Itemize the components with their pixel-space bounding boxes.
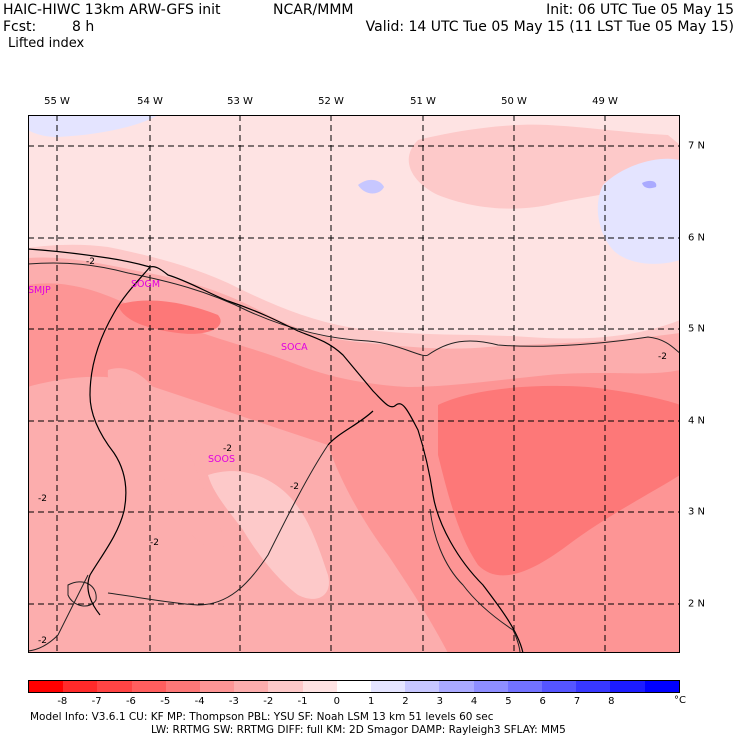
lon-label: 53 W [227, 96, 253, 107]
forecast-hour: 8 h [72, 19, 95, 35]
station-label: SOOS [208, 454, 235, 465]
field-zone-positive [358, 179, 384, 194]
lon-label: 49 W [592, 96, 618, 107]
contour-label: -2 [658, 352, 667, 362]
lon-label: 52 W [318, 96, 344, 107]
colorbar-swatch [473, 681, 508, 692]
forecast-label: Fcst: [3, 19, 37, 35]
colorbar-swatch [371, 681, 406, 692]
field-zone-darker [438, 385, 680, 576]
field-zone-positive [642, 180, 657, 189]
colorbar-swatch [507, 681, 543, 692]
colorbar-swatch [405, 681, 440, 692]
colorbar-tick-label: -2 [263, 696, 274, 707]
colorbar-swatch [542, 681, 577, 692]
colorbar-swatch [29, 681, 64, 692]
contour-label: -2 [290, 482, 299, 492]
field-zone-light [208, 471, 329, 599]
graticule [28, 115, 680, 653]
colorbar-tick-label: 3 [436, 696, 443, 707]
contour-label: -2 [38, 494, 47, 504]
colorbar-swatch [97, 681, 132, 692]
colorbar-tick-label: 8 [608, 696, 615, 707]
colorbar-tick-label: -3 [228, 696, 239, 707]
field-zone-mid [107, 368, 228, 548]
colorbar-swatch [131, 681, 166, 692]
colorbar-tick-label: -6 [125, 696, 136, 707]
lat-label: 7 N [688, 140, 706, 152]
init-time: Init: 06 UTC Tue 05 May 15 [546, 2, 734, 18]
contour-label: -2 [223, 444, 232, 454]
lat-label: 2 N [688, 598, 706, 610]
colorbar-swatch [439, 681, 474, 692]
lat-label: 4 N [688, 415, 706, 427]
org-label: NCAR/MMM [273, 2, 354, 18]
colorbar-swatch [200, 681, 235, 692]
colorbar-swatch [268, 681, 303, 692]
colorbar-tick-label: 6 [539, 696, 546, 707]
colorbar-tick-label: 4 [470, 696, 478, 707]
contour-label: -2 [38, 636, 47, 646]
lon-label: 55 W [44, 96, 70, 107]
valid-time: Valid: 14 UTC Tue 05 May 15 (11 LST Tue … [365, 19, 734, 35]
field-zone-mid [42, 491, 79, 536]
station-label: SOCA [281, 342, 308, 353]
colorbar-tick-label: 0 [333, 696, 341, 707]
colorbar [28, 680, 680, 693]
station-label: SOGM [131, 279, 160, 290]
field-name: Lifted index [8, 36, 85, 51]
colorbar-tick-label: 1 [367, 696, 375, 707]
colorbar-unit: °C [674, 695, 686, 706]
colorbar-swatch [234, 681, 269, 692]
colorbar-tick-label: -1 [297, 696, 308, 707]
contour-label: -2 [86, 257, 95, 267]
colorbar-swatch [576, 681, 611, 692]
lat-label: 6 N [688, 232, 706, 244]
lon-label: 51 W [410, 96, 436, 107]
colorbar-tick-label: -4 [194, 696, 205, 707]
field-zone-darker [118, 300, 221, 334]
lifted-index-map: SMJP SOGM SOCA SOOS -2 -2 -2 -2 -2 -2 -2 [28, 115, 680, 653]
colorbar-swatch [302, 681, 337, 692]
lon-label: 54 W [137, 96, 163, 107]
colorbar-tick-label: 2 [402, 696, 409, 707]
contours [28, 262, 680, 653]
colorbar-tick-label: 7 [573, 696, 581, 707]
lat-label: 3 N [688, 506, 706, 518]
contour-label: -2 [150, 538, 159, 548]
colorbar-tick-label: -7 [91, 696, 102, 707]
coastline [28, 248, 524, 653]
colorbar-swatch [336, 681, 372, 692]
field-zone-positive [28, 115, 158, 137]
lon-label: 50 W [501, 96, 527, 107]
model-info-line1: Model Info: V3.6.1 CU: KF MP: Thompson P… [30, 711, 494, 723]
colorbar-swatch [63, 681, 98, 692]
map-frame [28, 115, 680, 653]
colorbar-swatch [610, 681, 645, 692]
model-title: HAIC-HIWC 13km ARW-GFS init [3, 2, 221, 18]
colorbar-tick-label: -5 [160, 696, 171, 707]
lat-label: 5 N [688, 323, 706, 335]
colorbar-swatch [644, 681, 679, 692]
colorbar-swatch [165, 681, 201, 692]
model-info-line2: LW: RRTMG SW: RRTMG DIFF: full KM: 2D Sm… [151, 724, 566, 736]
station-label: SMJP [28, 285, 51, 296]
colorbar-tick-label: -8 [57, 696, 68, 707]
colorbar-tick-label: 5 [505, 696, 512, 707]
